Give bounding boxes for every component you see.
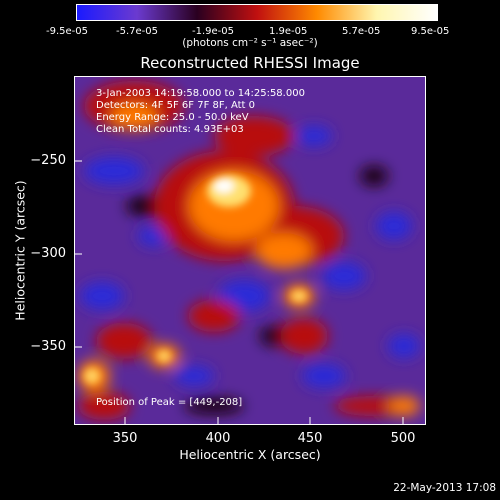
annotation-energy: Energy Range: 25.0 - 50.0 keV [96, 112, 249, 123]
axis-ticks [74, 160, 404, 425]
colorbar-tick: -1.9e-05 [192, 26, 234, 37]
colorbar-tick: -5.7e-05 [116, 26, 158, 37]
y-tick-label: −350 [30, 339, 66, 354]
colorbar [76, 4, 438, 21]
heatmap-blobs [78, 81, 420, 420]
x-tick-label: 400 [205, 431, 231, 446]
x-tick-label: 450 [297, 431, 323, 446]
colorbar-tick: -9.5e-05 [46, 26, 88, 37]
x-tick-label: 350 [112, 431, 138, 446]
annotation-detectors: Detectors: 4F 5F 6F 7F 8F, Att 0 [96, 100, 256, 111]
x-tick-label: 500 [390, 431, 416, 446]
footer-timestamp: 22-May-2013 17:08 [393, 482, 496, 494]
y-tick-label: −250 [30, 153, 66, 168]
colorbar-tick: 9.5e-05 [411, 26, 450, 37]
heatmap-plot [74, 76, 426, 425]
colorbar-tick: 5.7e-05 [342, 26, 381, 37]
heatmap-peaks [84, 175, 307, 384]
x-axis-label: Heliocentric X (arcsec) [179, 447, 321, 462]
colorbar-tick: 1.9e-05 [269, 26, 308, 37]
colorbar-units: (photons cm⁻² s⁻¹ asec⁻²) [182, 37, 318, 49]
y-tick-label: −300 [30, 246, 66, 261]
plot-frame [74, 76, 426, 425]
annotation-peak: Position of Peak = [449,-208] [96, 397, 243, 408]
y-axis-label: Heliocentric Y (arcsec) [12, 180, 28, 321]
annotation-clean: Clean Total counts: 4.93E+03 [96, 124, 244, 135]
annotation-time: 3-Jan-2003 14:19:58.000 to 14:25:58.000 [96, 88, 305, 99]
chart-title: Reconstructed RHESSI Image [140, 54, 360, 72]
